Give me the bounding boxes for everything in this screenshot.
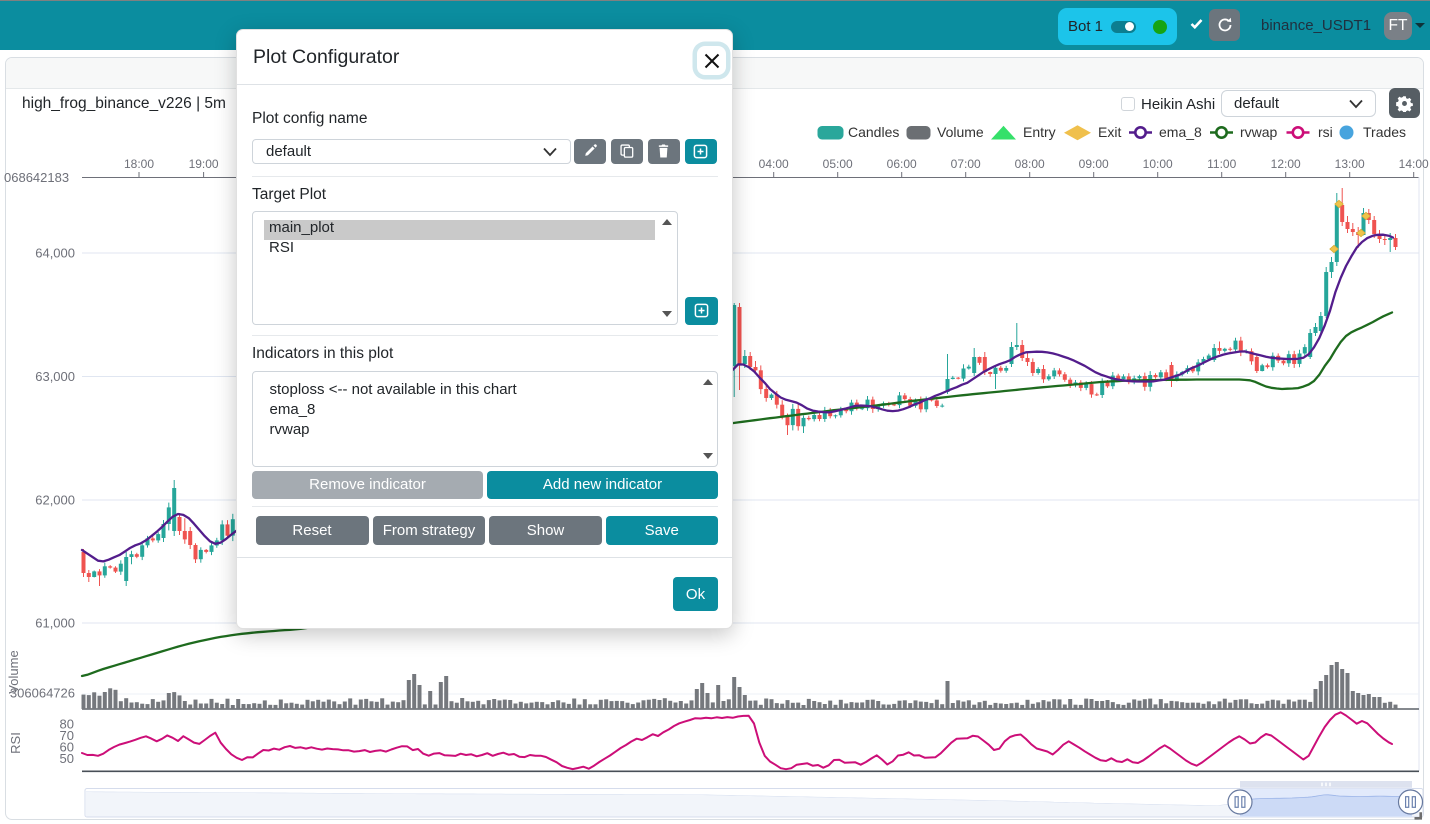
svg-text:60: 60 <box>60 740 74 755</box>
svg-text:ema_8: ema_8 <box>1159 124 1202 140</box>
svg-text:19:00: 19:00 <box>189 157 219 171</box>
svg-text:Volume: Volume <box>6 650 21 693</box>
svg-text:61,000: 61,000 <box>35 616 75 631</box>
svg-text:11:00: 11:00 <box>1207 157 1236 171</box>
svg-text:50: 50 <box>60 751 74 766</box>
svg-text:18:00: 18:00 <box>124 157 154 171</box>
svg-text:63,000: 63,000 <box>35 369 75 384</box>
svg-text:306064726: 306064726 <box>10 686 75 701</box>
svg-text:14:00: 14:00 <box>1399 157 1429 171</box>
svg-text:64,000: 64,000 <box>35 246 75 261</box>
svg-text:62,000: 62,000 <box>35 493 75 508</box>
svg-text:04:00: 04:00 <box>759 157 789 171</box>
svg-text:Entry: Entry <box>1023 124 1056 140</box>
svg-text:70: 70 <box>60 728 74 743</box>
svg-text:Exit: Exit <box>1098 124 1121 140</box>
svg-text:rsi: rsi <box>1318 124 1333 140</box>
svg-text:10:00: 10:00 <box>1143 157 1173 171</box>
svg-text:Volume: Volume <box>937 124 984 140</box>
svg-text:80: 80 <box>60 717 74 732</box>
svg-text:RSI: RSI <box>8 732 23 754</box>
svg-text:05:00: 05:00 <box>823 157 853 171</box>
svg-text:068642183: 068642183 <box>4 170 69 185</box>
svg-text:06:00: 06:00 <box>887 157 917 171</box>
svg-text:13:00: 13:00 <box>1335 157 1365 171</box>
svg-text:08:00: 08:00 <box>1015 157 1045 171</box>
svg-text:Trades: Trades <box>1363 124 1406 140</box>
svg-text:Candles: Candles <box>848 124 899 140</box>
svg-text:09:00: 09:00 <box>1079 157 1109 171</box>
svg-text:12:00: 12:00 <box>1271 157 1301 171</box>
svg-text:rvwap: rvwap <box>1240 124 1278 140</box>
svg-text:07:00: 07:00 <box>951 157 981 171</box>
